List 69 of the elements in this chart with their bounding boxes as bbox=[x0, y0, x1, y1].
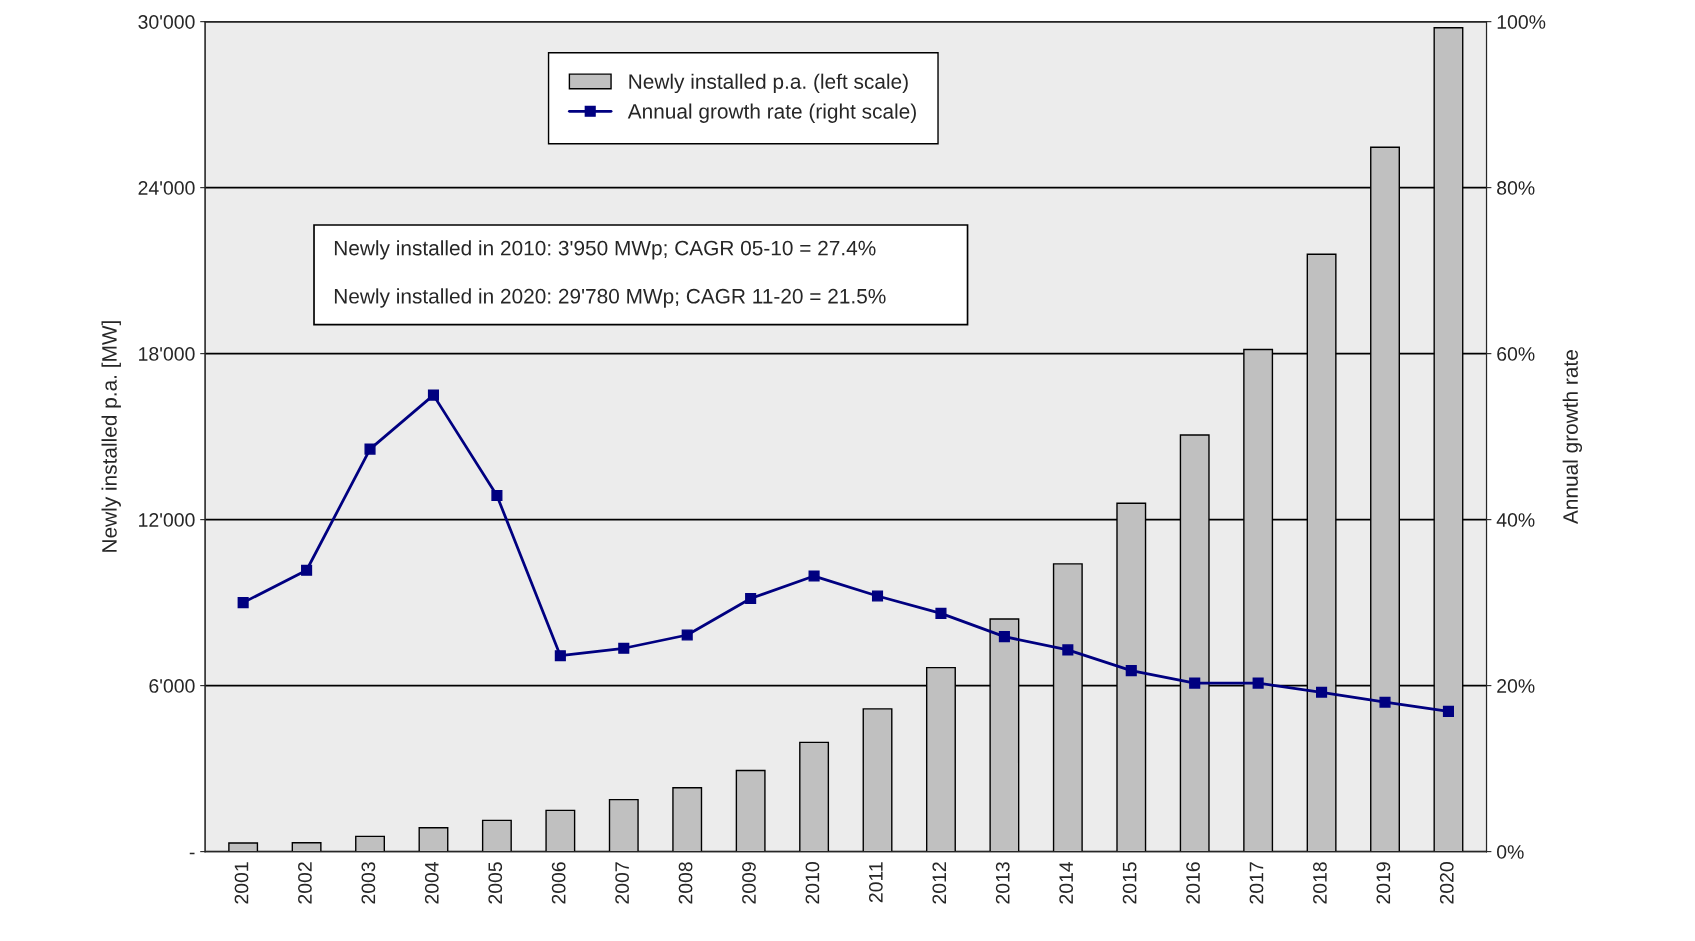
y2-tick-label: 80% bbox=[1497, 181, 1535, 195]
x-tick-label: 2006 bbox=[551, 862, 566, 904]
y2-tick-label: 40% bbox=[1496, 513, 1535, 527]
y-tick-label: 18'000 bbox=[139, 347, 195, 361]
point bbox=[554, 650, 566, 662]
bar bbox=[672, 787, 703, 852]
x-tick-label: 2012 bbox=[932, 862, 947, 904]
y2-tick-label: 20% bbox=[1497, 679, 1535, 693]
point bbox=[301, 564, 313, 576]
x-tick-label: 2015 bbox=[1122, 862, 1137, 904]
x-tick-label: 2018 bbox=[1313, 862, 1327, 904]
x-tick-label: 2007 bbox=[615, 862, 629, 904]
annotation: Newly installed in 2020: 29'780 MWp; CAGR 11-20 = 21.5% bbox=[334, 288, 886, 308]
bar bbox=[735, 769, 766, 852]
y-tick-label: 30'000 bbox=[138, 15, 195, 29]
point bbox=[935, 607, 947, 619]
point bbox=[237, 597, 249, 609]
bar bbox=[355, 835, 385, 852]
bar bbox=[799, 741, 830, 852]
x-tick-label: 2008 bbox=[678, 862, 693, 904]
x-tick-label: 2017 bbox=[1249, 862, 1264, 904]
bar bbox=[862, 708, 893, 852]
point bbox=[1379, 696, 1391, 708]
point bbox=[427, 389, 440, 401]
x-tick-label: 2013 bbox=[995, 862, 1010, 904]
y-tick-label: - bbox=[189, 852, 195, 855]
point bbox=[1062, 644, 1074, 656]
bar bbox=[418, 827, 449, 852]
x-tick-label: 2001 bbox=[234, 862, 249, 904]
y-tick-label: 6'000 bbox=[149, 679, 195, 693]
point bbox=[998, 631, 1010, 643]
y2-tick-label: 100% bbox=[1497, 15, 1546, 29]
bar bbox=[228, 842, 259, 852]
x-tick-label: 2011 bbox=[868, 862, 883, 903]
x-tick-label: 2020 bbox=[1439, 862, 1454, 904]
y-axis-title: Newly installed p.a. [MW] bbox=[101, 321, 121, 552]
legend-label: Newly installed p.a. (left scale) bbox=[629, 73, 908, 94]
bar bbox=[608, 798, 639, 852]
point bbox=[1316, 686, 1328, 698]
point bbox=[491, 489, 503, 502]
x-tick-label: 2003 bbox=[361, 862, 376, 904]
bar bbox=[545, 809, 576, 852]
x-tick-label: 2016 bbox=[1186, 862, 1200, 904]
point bbox=[745, 592, 757, 605]
x-tick-label: 2014 bbox=[1059, 861, 1074, 904]
x-tick-label: 2009 bbox=[742, 862, 756, 904]
x-tick-label: 2010 bbox=[805, 862, 820, 904]
y2-axis-title: Annual growth rate bbox=[1562, 350, 1583, 525]
annotation: Newly installed in 2010: 3'950 MWp; CAGR 05-10 = 27.4% bbox=[334, 240, 876, 260]
x-tick-label: 2019 bbox=[1376, 862, 1391, 904]
point bbox=[871, 590, 884, 602]
point bbox=[681, 629, 693, 641]
y2-tick-label: 0% bbox=[1497, 845, 1524, 859]
x-tick-label: 2002 bbox=[298, 862, 312, 904]
legend-label: Annual growth rate (right scale) bbox=[627, 103, 916, 123]
y2-tick-label: 60% bbox=[1497, 347, 1535, 361]
point bbox=[1442, 705, 1455, 717]
bar bbox=[481, 819, 512, 852]
point bbox=[1189, 677, 1201, 689]
point bbox=[618, 642, 630, 654]
x-tick-label: 2005 bbox=[488, 862, 503, 904]
x-tick-label: 2004 bbox=[424, 861, 439, 904]
bar bbox=[291, 842, 322, 852]
y-tick-label: 24'000 bbox=[138, 181, 195, 195]
point bbox=[364, 443, 376, 455]
point bbox=[808, 570, 820, 582]
point bbox=[1125, 665, 1137, 677]
point bbox=[1252, 677, 1264, 689]
y-tick-label: 12'000 bbox=[139, 513, 195, 527]
